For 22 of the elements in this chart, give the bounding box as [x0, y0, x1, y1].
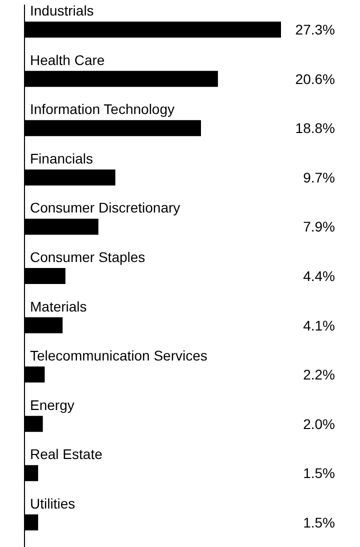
- y-tick-label: Consumer Staples: [30, 249, 146, 265]
- data-label: 2.0%: [303, 416, 335, 432]
- y-tick-label: Energy: [30, 396, 74, 413]
- data-label: 4.1%: [303, 317, 335, 334]
- data-label: 1.5%: [303, 514, 335, 530]
- y-tick-label: Consumer Discretionary: [30, 200, 180, 216]
- y-tick-label: Telecommunication Services: [30, 348, 208, 364]
- data-label: 4.4%: [303, 268, 335, 284]
- y-tick-label: Financials: [30, 150, 94, 166]
- y-tick-label: Industrials: [30, 2, 94, 19]
- data-label: 18.8%: [295, 120, 335, 136]
- data-label: 9.7%: [303, 169, 335, 186]
- data-label: 2.2%: [303, 366, 335, 383]
- data-label: 27.3%: [295, 22, 335, 38]
- y-tick-label: Information Technology: [30, 101, 174, 118]
- y-tick-label: Real Estate: [30, 446, 103, 462]
- data-label: 20.6%: [295, 70, 335, 87]
- data-label: 7.9%: [303, 218, 335, 235]
- y-tick-label: Utilities: [30, 495, 76, 512]
- data-label: 1.5%: [303, 465, 335, 482]
- y-tick-label: Health Care: [30, 52, 105, 68]
- y-tick-label: Materials: [30, 298, 87, 314]
